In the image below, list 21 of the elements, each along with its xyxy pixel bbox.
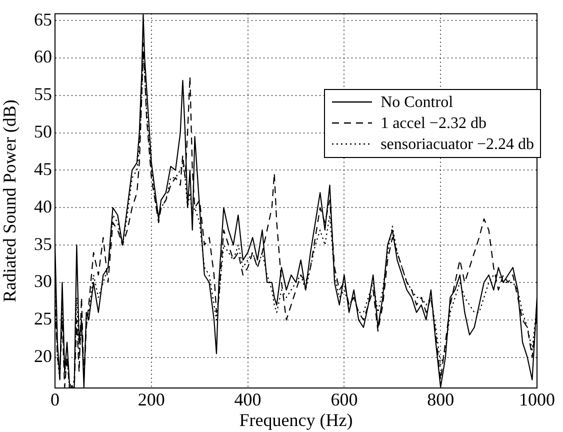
y-tick-label: 65 (34, 9, 52, 30)
x-tick-label: 800 (427, 390, 454, 410)
x-tick-label: 1000 (519, 390, 555, 410)
y-tick-label: 35 (34, 234, 52, 254)
y-tick-label: 25 (34, 308, 52, 329)
y-axis-title: Radiated Sound Power (dB) (0, 100, 20, 302)
y-tick-label: 20 (34, 346, 52, 366)
x-tick-label: 600 (330, 390, 358, 410)
legend-label: 1 accel −2.32 db (380, 114, 486, 134)
y-tick-label: 45 (34, 158, 52, 179)
x-axis-title: Frequency (Hz) (239, 410, 353, 430)
y-tick-label: 60 (34, 46, 52, 67)
y-tick-label: 55 (34, 84, 52, 104)
legend-label: sensoriacuator −2.24 db (380, 134, 534, 155)
y-tick-label: 30 (34, 271, 52, 292)
x-tick-label: 200 (138, 390, 165, 410)
x-tick-label: 400 (234, 390, 262, 410)
legend-label: No Control (380, 92, 454, 113)
y-tick-label: 50 (34, 122, 52, 142)
x-tick-label: 0 (50, 390, 60, 410)
y-tick-label: 40 (34, 196, 52, 216)
